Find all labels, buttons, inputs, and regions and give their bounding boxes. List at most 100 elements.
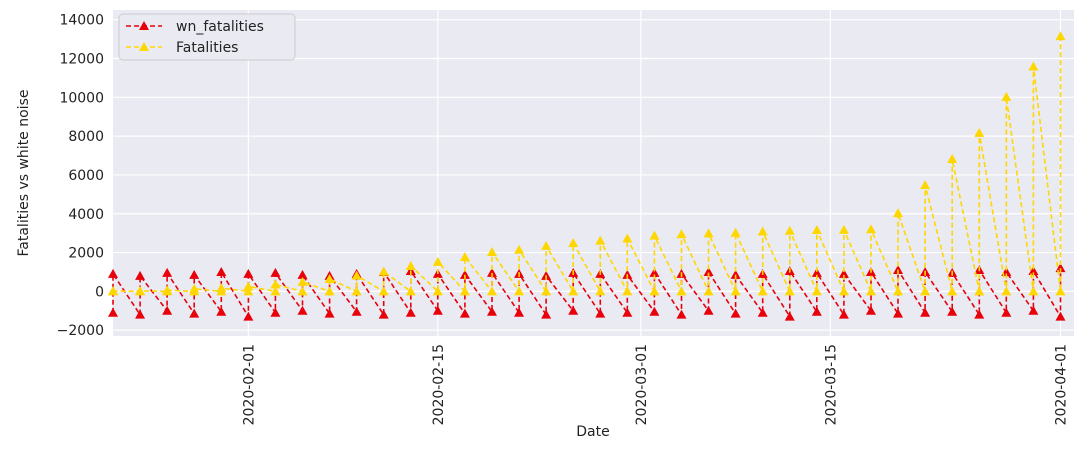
marker [486, 267, 497, 277]
marker [1001, 91, 1012, 101]
marker [893, 286, 904, 296]
marker [595, 308, 606, 318]
marker [243, 281, 254, 291]
marker [324, 308, 335, 318]
marker [459, 269, 470, 279]
marker [703, 305, 714, 315]
marker [216, 283, 227, 293]
marker [920, 180, 931, 190]
marker [947, 286, 958, 296]
marker [486, 306, 497, 316]
marker [216, 266, 227, 276]
marker [649, 230, 660, 240]
marker [649, 286, 660, 296]
marker [1001, 307, 1012, 317]
x-axis-label: Date [576, 424, 609, 440]
legend-marker [139, 42, 149, 51]
legend-label: Fatalities [176, 40, 238, 56]
marker [1055, 263, 1066, 273]
x-tick-label: 2020-02-15 [431, 344, 447, 425]
y-tick-label: 0 [95, 284, 104, 300]
marker [703, 228, 714, 238]
marker [811, 306, 822, 316]
x-tick-label: 2020-04-01 [1053, 344, 1069, 425]
y-tick-label: 14000 [59, 13, 104, 29]
marker [757, 286, 768, 296]
marker [1055, 31, 1066, 41]
marker [135, 270, 146, 280]
marker [838, 286, 849, 296]
legend-marker [139, 21, 149, 30]
series-line [112, 267, 1062, 320]
marker [676, 229, 687, 239]
marker [947, 154, 958, 164]
marker [838, 224, 849, 234]
x-tick-label: 2020-02-01 [241, 344, 257, 425]
marker [676, 309, 687, 319]
marker [920, 286, 931, 296]
marker [243, 268, 254, 278]
marker [541, 309, 552, 319]
marker [676, 286, 687, 296]
marker [297, 276, 308, 286]
marker [1028, 286, 1039, 296]
marker [568, 286, 579, 296]
marker [162, 305, 173, 315]
marker [297, 305, 308, 315]
marker [811, 286, 822, 296]
marker [811, 267, 822, 277]
marker [514, 286, 525, 296]
marker [1001, 286, 1012, 296]
marker [649, 267, 660, 277]
marker [595, 286, 606, 296]
marker [865, 224, 876, 234]
marker [378, 266, 389, 276]
marker [784, 311, 795, 321]
marker [784, 225, 795, 235]
marker [757, 226, 768, 236]
marker [324, 274, 335, 284]
marker [270, 267, 281, 277]
marker [459, 308, 470, 318]
marker [270, 307, 281, 317]
marker [595, 235, 606, 245]
marker [486, 286, 497, 296]
marker [297, 286, 308, 296]
marker [541, 240, 552, 250]
marker [108, 268, 118, 278]
marker [378, 286, 389, 296]
marker [1028, 305, 1039, 315]
marker [162, 285, 173, 295]
marker [1055, 311, 1066, 321]
legend-box [118, 13, 296, 61]
marker [730, 308, 741, 318]
data-layer [108, 31, 1066, 321]
marker [243, 286, 254, 296]
marker [622, 307, 633, 317]
marker [838, 309, 849, 319]
marker [893, 308, 904, 318]
y-tick-label: 10000 [59, 90, 104, 106]
marker [730, 227, 741, 237]
marker [162, 267, 173, 277]
marker [324, 286, 335, 296]
ticks: −2000 0 2000 4000 6000 8000 10000 12000 14000 202… [57, 13, 1070, 426]
marker [405, 307, 416, 317]
marker [216, 306, 227, 316]
marker [1028, 61, 1039, 71]
marker [622, 233, 633, 243]
marker [568, 305, 579, 315]
marker [108, 286, 118, 296]
y-tick-label: 2000 [68, 246, 104, 262]
marker [649, 306, 660, 316]
x-tick-label: 2020-03-15 [823, 344, 839, 425]
y-tick-label: −2000 [57, 323, 104, 339]
marker [920, 307, 931, 317]
marker [270, 279, 281, 289]
marker [838, 268, 849, 278]
marker [622, 286, 633, 296]
marker [568, 237, 579, 247]
plot-area [113, 10, 1074, 336]
marker [432, 305, 443, 315]
